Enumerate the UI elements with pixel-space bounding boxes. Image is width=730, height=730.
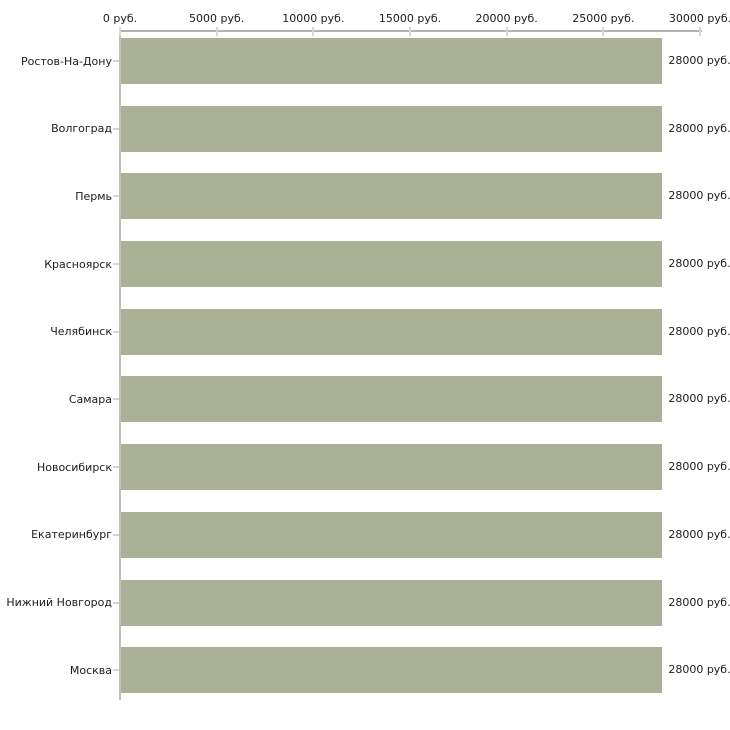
bar	[121, 444, 663, 491]
category-label: Самара	[68, 392, 112, 406]
x-axis-tick-label: 25000 руб.	[572, 12, 635, 25]
category-label: Нижний Новгород	[6, 596, 112, 609]
x-axis-tick-label: 30000 руб.	[668, 12, 730, 25]
bar	[121, 308, 663, 355]
bar-row: Самара 28000 руб.	[0, 376, 730, 444]
value-label: 28000 руб.	[668, 257, 730, 271]
bar-row: Волгоград 28000 руб.	[0, 105, 730, 174]
x-axis-tick	[215, 27, 218, 36]
bar-rows: Ростов-На-Дону 28000 руб. Волгоград 2800…	[0, 38, 730, 715]
value-label: 28000 руб.	[668, 663, 730, 677]
category-label: Волгоград	[51, 122, 112, 136]
value-label: 28000 руб.	[668, 392, 730, 406]
value-label: 28000 руб.	[668, 54, 730, 67]
x-axis-tick	[119, 27, 121, 36]
x-axis-tick-label: 0 руб.	[102, 12, 138, 25]
bar-row: Пермь 28000 руб.	[0, 173, 730, 241]
bar	[121, 241, 663, 288]
y-axis-tick	[113, 533, 119, 536]
category-label: Красноярск	[44, 257, 112, 271]
y-axis-tick	[113, 60, 119, 62]
x-axis-tick-label: 5000 руб.	[189, 12, 245, 25]
value-label: 28000 руб.	[668, 189, 730, 203]
x-axis-tick	[699, 27, 701, 36]
category-label: Новосибирск	[36, 460, 112, 474]
bar	[121, 38, 663, 84]
y-axis-tick	[113, 601, 119, 604]
x-axis-tick	[409, 27, 411, 36]
x-axis-tick-label: 20000 руб.	[475, 12, 538, 25]
value-label: 28000 руб.	[668, 121, 730, 135]
value-label: 28000 руб.	[668, 527, 730, 541]
bar-row: Москва 28000 руб.	[0, 647, 730, 715]
bar-row: Красноярск 28000 руб.	[0, 241, 730, 309]
x-axis-tick	[505, 27, 508, 36]
bar	[121, 173, 663, 220]
bar-row: Екатеринбург 28000 руб.	[0, 511, 730, 580]
x-axis-tick-label: 15000 руб.	[378, 12, 442, 25]
bar-row: Ростов-На-Дону 28000 руб.	[0, 38, 730, 106]
category-label: Пермь	[75, 189, 112, 203]
category-label: Москва	[69, 663, 112, 677]
y-axis-tick	[113, 195, 119, 198]
y-axis-line	[119, 30, 121, 700]
value-label: 28000 руб.	[668, 324, 730, 338]
y-axis-tick	[113, 263, 119, 266]
y-axis-tick	[113, 127, 119, 130]
bar-row: Новосибирск 28000 руб.	[0, 444, 730, 512]
y-axis-tick	[113, 669, 119, 672]
category-label: Екатеринбург	[31, 528, 112, 542]
bar	[121, 579, 663, 626]
bar-row: Челябинск 28000 руб.	[0, 308, 730, 377]
x-axis-tick	[602, 27, 605, 36]
category-label: Ростов-На-Дону	[20, 54, 112, 68]
bar	[121, 647, 663, 694]
x-axis-tick	[312, 27, 315, 36]
y-axis-tick	[113, 398, 119, 401]
y-axis-tick	[113, 330, 119, 333]
bar-row: Нижний Новгород 28000 руб.	[0, 579, 730, 648]
value-label: 28000 руб.	[668, 460, 730, 474]
bar	[121, 105, 663, 152]
bar	[121, 511, 663, 558]
category-label: Челябинск	[50, 325, 112, 339]
value-label: 28000 руб.	[668, 595, 730, 609]
y-axis-tick	[113, 466, 119, 469]
bar	[121, 376, 663, 423]
x-axis-tick-label: 10000 руб.	[282, 12, 345, 25]
